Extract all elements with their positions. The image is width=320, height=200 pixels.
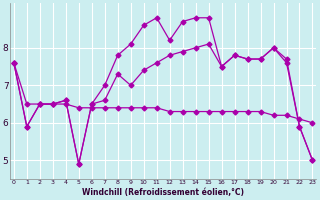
X-axis label: Windchill (Refroidissement éolien,°C): Windchill (Refroidissement éolien,°C): [82, 188, 244, 197]
